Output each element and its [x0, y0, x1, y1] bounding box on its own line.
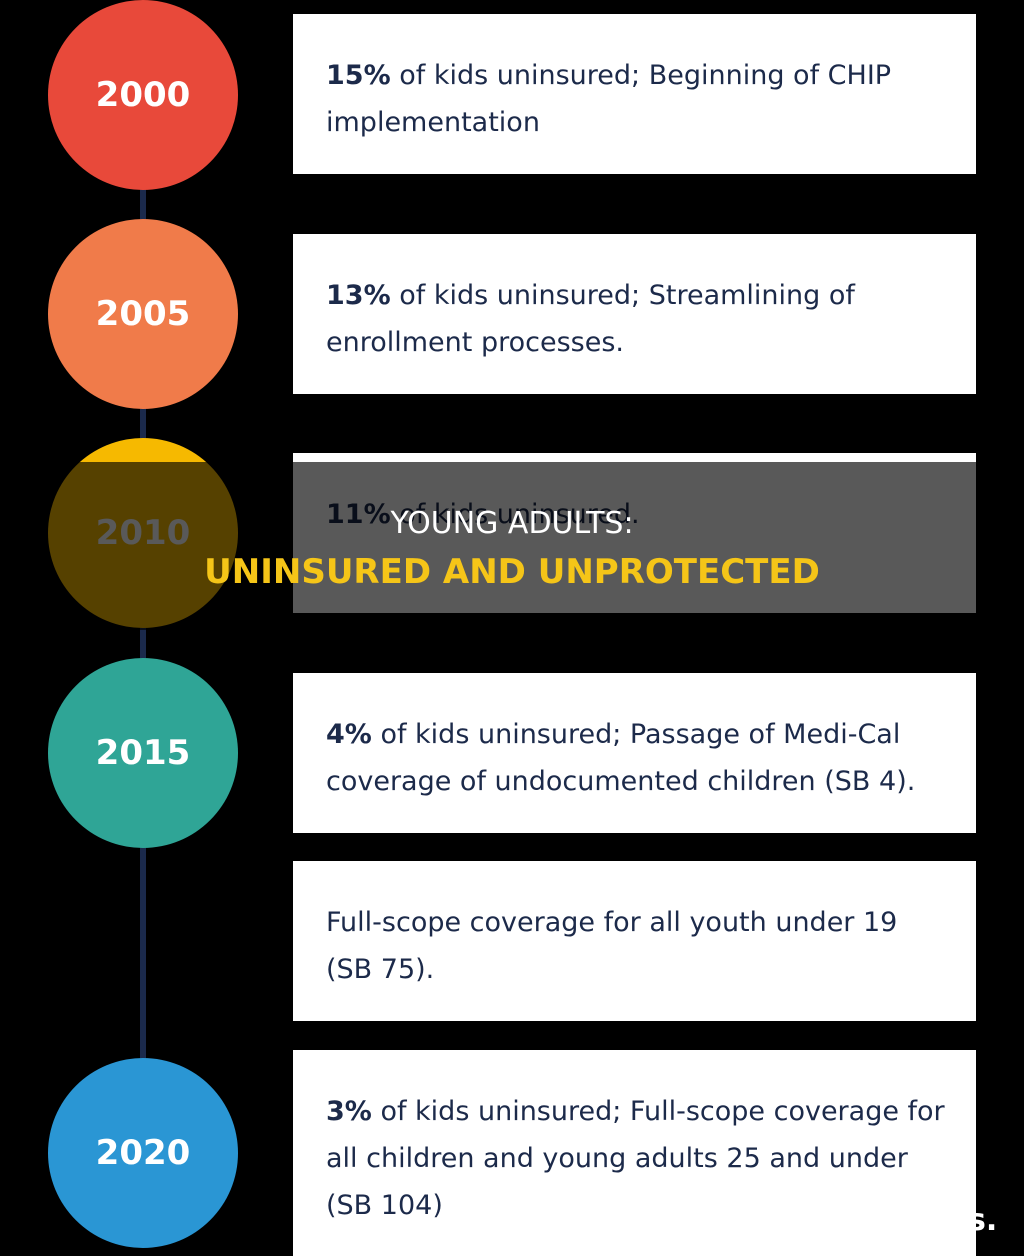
overlay-title: YOUNG ADULTS: — [390, 506, 634, 541]
event-card: 13% of kids uninsured; Streamlining of e… — [293, 234, 976, 394]
event-text: Full-scope coverage for all youth under … — [326, 907, 898, 985]
event-text: of kids uninsured; Full-scope coverage f… — [326, 1096, 945, 1221]
event-lead: 13% — [326, 280, 391, 311]
event-text: of kids uninsured; Passage of Medi-Cal c… — [326, 719, 916, 797]
event-card: 3% of kids uninsured; Full-scope coverag… — [293, 1050, 976, 1256]
event-text: of kids uninsured; Streamlining of enrol… — [326, 280, 855, 358]
year-circle: 2000 — [48, 0, 238, 190]
year-circle: 2005 — [48, 219, 238, 409]
year-circle: 2015 — [48, 658, 238, 848]
event-card: Full-scope coverage for all youth under … — [293, 861, 976, 1021]
overlay-subtitle: UNINSURED AND UNPROTECTED — [204, 552, 820, 592]
event-text: of kids uninsured; Beginning of CHIP imp… — [326, 60, 892, 138]
corner-text: s. — [968, 1203, 998, 1238]
event-lead: 15% — [326, 60, 391, 91]
event-lead: 4% — [326, 719, 372, 750]
event-lead: 3% — [326, 1096, 372, 1127]
event-card: 4% of kids uninsured; Passage of Medi-Ca… — [293, 673, 976, 833]
event-card: 15% of kids uninsured; Beginning of CHIP… — [293, 14, 976, 174]
year-circle: 2020 — [48, 1058, 238, 1248]
overlay — [0, 462, 1024, 630]
